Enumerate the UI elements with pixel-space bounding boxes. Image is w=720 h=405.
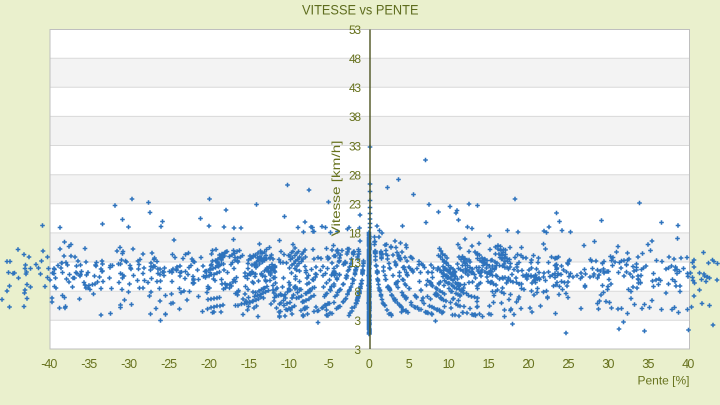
- svg-text:8: 8: [354, 285, 361, 299]
- svg-text:0: 0: [366, 357, 373, 371]
- svg-text:3: 3: [354, 314, 361, 328]
- svg-text:43: 43: [349, 81, 361, 95]
- svg-text:33: 33: [349, 139, 361, 153]
- svg-text:30: 30: [602, 357, 614, 371]
- svg-text:18: 18: [349, 227, 361, 241]
- svg-text:35: 35: [642, 357, 654, 371]
- svg-text:VITESSE vs PENTE: VITESSE vs PENTE: [302, 2, 419, 18]
- svg-text:15: 15: [483, 357, 495, 371]
- svg-text:-35: -35: [81, 357, 97, 371]
- svg-text:13: 13: [349, 256, 361, 270]
- svg-text:5: 5: [406, 357, 413, 371]
- svg-text:-25: -25: [161, 357, 177, 371]
- svg-text:20: 20: [522, 357, 534, 371]
- svg-text:-15: -15: [241, 357, 257, 371]
- svg-text:-10: -10: [281, 357, 297, 371]
- svg-text:Pente [%]: Pente [%]: [637, 374, 689, 388]
- svg-text:Vitesse [km/h]: Vitesse [km/h]: [329, 141, 343, 237]
- svg-text:53: 53: [349, 23, 361, 37]
- svg-text:28: 28: [349, 169, 361, 183]
- svg-text:25: 25: [562, 357, 574, 371]
- svg-text:38: 38: [349, 110, 361, 124]
- svg-text:48: 48: [349, 52, 361, 66]
- svg-text:-20: -20: [201, 357, 217, 371]
- svg-text:23: 23: [349, 198, 361, 212]
- svg-text:40: 40: [682, 357, 694, 371]
- svg-text:-40: -40: [41, 357, 57, 371]
- svg-text:-30: -30: [121, 357, 137, 371]
- svg-text:10: 10: [443, 357, 455, 371]
- svg-text:3: 3: [354, 343, 361, 357]
- svg-text:-5: -5: [324, 357, 334, 371]
